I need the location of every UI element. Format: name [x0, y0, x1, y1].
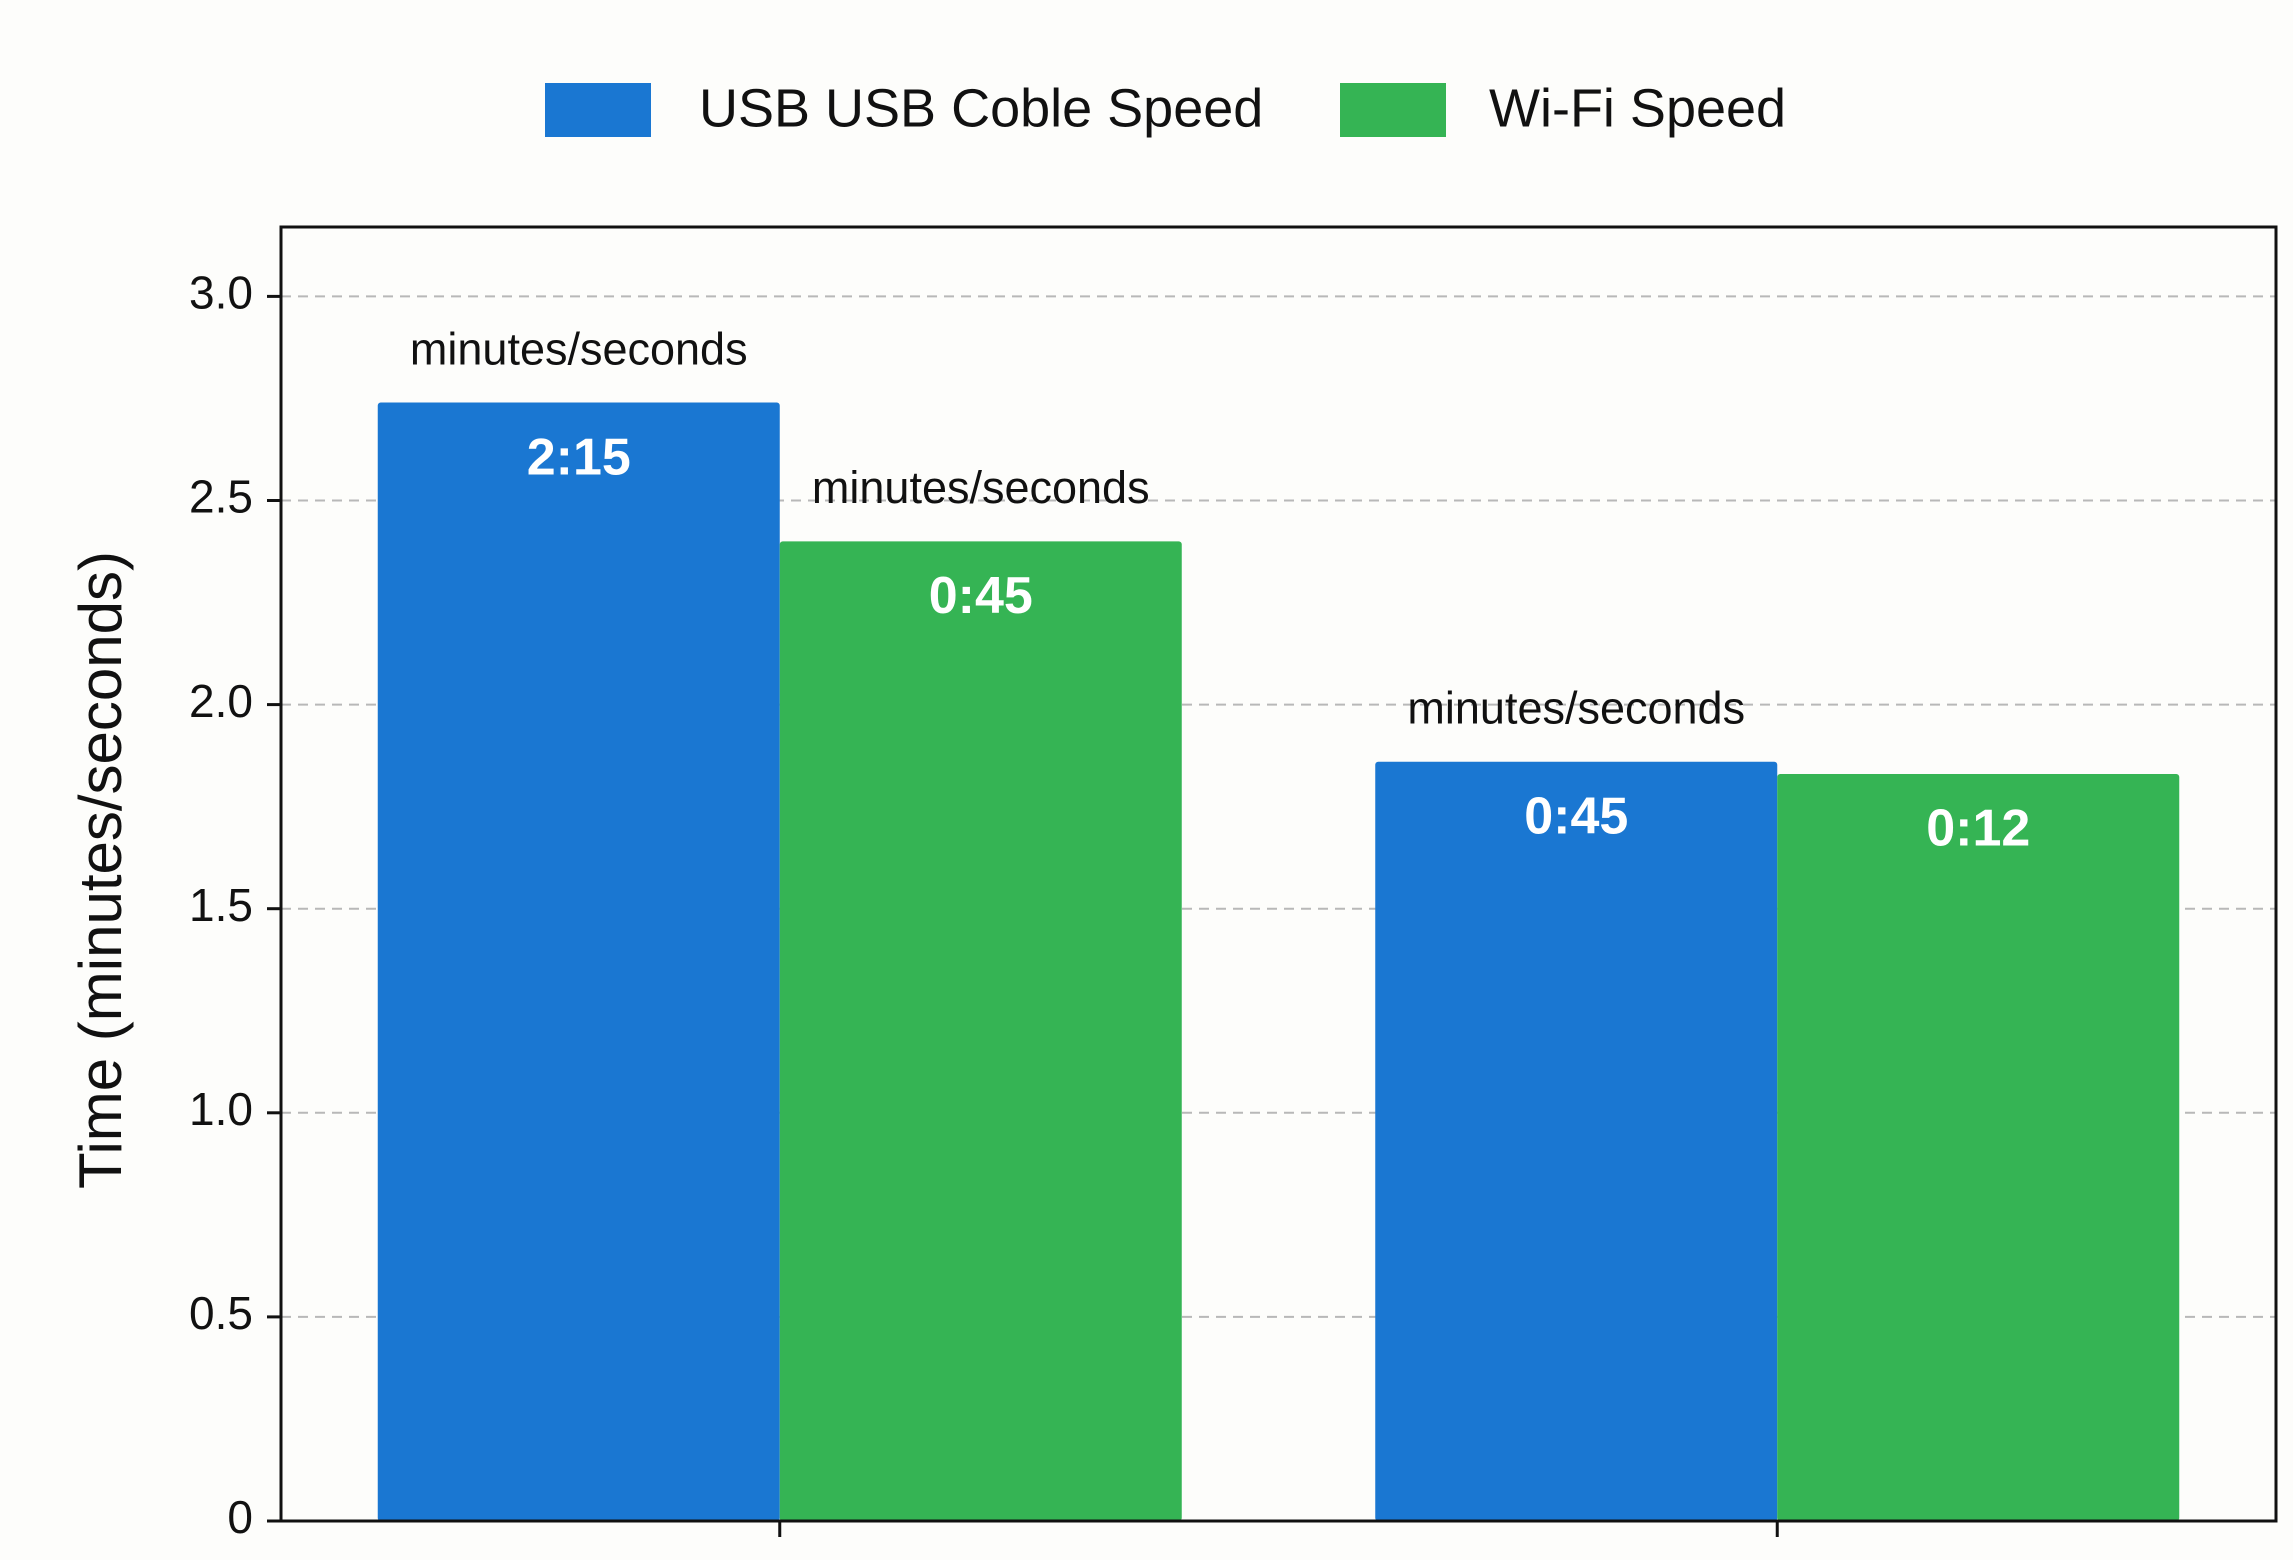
y-tick-label: 3.0: [189, 267, 253, 319]
bar-value-label: 0:12: [1926, 800, 2030, 858]
bar-value-label: 0:45: [929, 567, 1033, 625]
y-tick-label: 1.0: [189, 1083, 253, 1135]
bar-layer: [377, 402, 2180, 1521]
bar: [1777, 773, 2180, 1521]
bar-value-label: 2:15: [527, 428, 631, 486]
bar: [779, 541, 1182, 1521]
legend-label: USB USB Coble Speed: [699, 78, 1263, 138]
y-tick-label: 2.5: [189, 471, 253, 523]
y-tick-label: 2.0: [189, 675, 253, 727]
y-tick-label: 1.5: [189, 879, 253, 931]
legend-label: Wi-Fi Speed: [1489, 78, 1786, 138]
bar: [377, 402, 780, 1521]
y-axis-label: Time (minutes/seconds): [67, 551, 134, 1189]
plot-frame: [279, 225, 2278, 1523]
bar-annotation: minutes/seconds: [1407, 683, 1745, 734]
y-tick-label: 0: [227, 1491, 253, 1543]
legend-swatch: [545, 83, 651, 137]
bar-annotation: minutes/seconds: [812, 462, 1150, 513]
legend-swatch: [1340, 83, 1446, 137]
bar-annotation: minutes/seconds: [410, 323, 748, 374]
bar: [1375, 761, 1778, 1521]
y-tick-label: 0.5: [189, 1287, 253, 1339]
bar-value-label: 0:45: [1524, 787, 1628, 845]
